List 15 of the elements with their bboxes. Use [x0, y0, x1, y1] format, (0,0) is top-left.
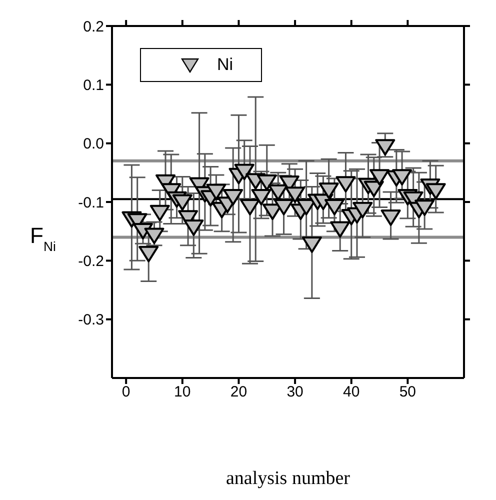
legend-label: Ni: [217, 55, 234, 75]
x-tick-label: 30: [286, 384, 304, 401]
y-tick-label: -0.1: [78, 194, 104, 212]
y-tick-label: -0.2: [78, 252, 104, 270]
y-axis-title: F$_{Ni}$: [30, 223, 56, 254]
y-tick-label: -0.3: [78, 312, 104, 329]
x-tick-label: 0: [122, 384, 130, 401]
y-tick-label: 0.1: [83, 76, 104, 94]
x-tick-label: 40: [343, 384, 360, 401]
y-tick-label: 0.2: [83, 18, 104, 36]
x-tick-label: 10: [174, 384, 191, 401]
y-tick-label: 0.0: [83, 136, 104, 153]
x-tick-label: 20: [230, 384, 248, 401]
x-axis-title: analysis number: [226, 468, 351, 489]
x-tick-label: 50: [399, 384, 416, 401]
